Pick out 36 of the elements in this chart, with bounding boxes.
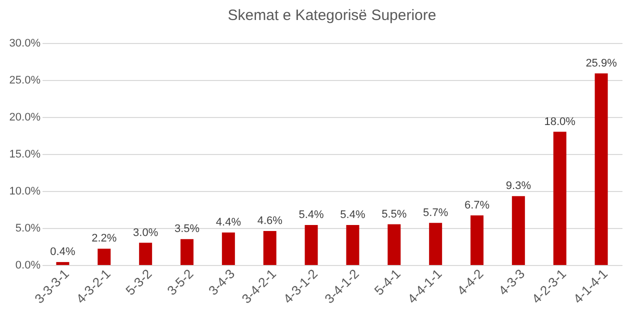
y-tick-label: 0.0% bbox=[15, 260, 41, 272]
bar bbox=[139, 242, 152, 265]
data-label: 2.2% bbox=[92, 232, 117, 245]
y-tick-label: 5.0% bbox=[15, 222, 41, 234]
bar bbox=[553, 132, 566, 265]
bar bbox=[222, 232, 235, 265]
y-tick-label: 15.0% bbox=[9, 148, 41, 160]
data-label: 3.5% bbox=[174, 223, 200, 236]
bar bbox=[470, 215, 484, 265]
data-label: 5.5% bbox=[382, 208, 407, 220]
data-label: 5.7% bbox=[423, 206, 448, 219]
bar bbox=[56, 262, 70, 265]
y-tick-label: 10.0% bbox=[9, 186, 41, 198]
y-tick-label: 20.0% bbox=[9, 112, 41, 124]
data-label: 5.4% bbox=[340, 209, 366, 222]
data-label: 3.0% bbox=[133, 226, 158, 239]
data-label: 9.3% bbox=[506, 180, 532, 192]
y-tick-label: 25.0% bbox=[9, 74, 41, 86]
data-label: 5.4% bbox=[298, 209, 324, 222]
bar bbox=[512, 196, 525, 265]
data-label: 4.4% bbox=[216, 216, 242, 228]
bar bbox=[304, 225, 318, 265]
data-label: 25.9% bbox=[586, 57, 618, 70]
chart-title: Skemat e Kategorisë Superiore bbox=[228, 7, 436, 24]
bar bbox=[98, 248, 111, 265]
bar bbox=[388, 224, 401, 265]
data-label: 18.0% bbox=[544, 116, 576, 128]
y-tick-label: 30.0% bbox=[9, 38, 41, 50]
data-label: 4.6% bbox=[257, 214, 283, 227]
bar bbox=[180, 239, 194, 265]
bar bbox=[594, 73, 608, 265]
data-label: 6.7% bbox=[464, 199, 490, 212]
bar bbox=[346, 225, 360, 265]
bar bbox=[263, 230, 276, 265]
data-label: 0.4% bbox=[50, 246, 76, 258]
bar bbox=[429, 222, 442, 265]
